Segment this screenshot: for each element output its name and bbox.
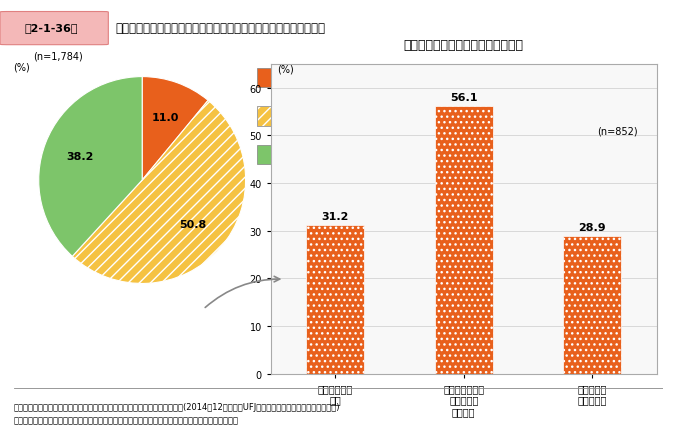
- Bar: [257, 146, 272, 165]
- Text: 人材に関する問題を抱えている企業の外部人材の獲得に対する意向: 人材に関する問題を抱えている企業の外部人材の獲得に対する意向: [115, 22, 325, 34]
- Text: (n=1,784): (n=1,784): [34, 52, 83, 61]
- Bar: [435, 107, 493, 374]
- Text: 28.9: 28.9: [579, 223, 606, 233]
- Text: 38.2: 38.2: [66, 151, 93, 161]
- Text: 31.2: 31.2: [322, 212, 349, 222]
- Text: 50.8: 50.8: [179, 220, 206, 230]
- Text: 11.0: 11.0: [151, 113, 179, 123]
- Text: (%): (%): [278, 64, 294, 74]
- Bar: [563, 237, 621, 374]
- Text: 資料：中小企業庁委託「「市場開拓」と「新たな取り組み」に関する調査」(2014年12月、三菱UFJリサーチ＆コンサルティング（株）): 資料：中小企業庁委託「「市場開拓」と「新たな取り組み」に関する調査」(2014年…: [14, 402, 340, 411]
- Text: （注）　販路開拓における課題のうち、人材に関する課題を抱えている企業について集計している。: （注） 販路開拓における課題のうち、人材に関する課題を抱えている企業について集計…: [14, 415, 238, 424]
- Text: 獲得の意向はない: 獲得の意向はない: [280, 151, 323, 160]
- Text: 56.1: 56.1: [450, 93, 477, 103]
- Text: 獲得したいが、実現していない: 獲得したいが、実現していない: [280, 112, 355, 121]
- Wedge shape: [72, 101, 246, 284]
- Text: 既に獲得している: 既に獲得している: [280, 74, 323, 83]
- Text: 第2-1-36図: 第2-1-36図: [24, 23, 78, 33]
- Wedge shape: [142, 77, 208, 181]
- Text: 外部からの人材が獲得できない理由: 外部からの人材が獲得できない理由: [403, 39, 524, 52]
- Text: (n=852): (n=852): [596, 126, 637, 136]
- Text: (%): (%): [13, 62, 30, 72]
- Bar: [257, 107, 272, 126]
- Bar: [257, 69, 272, 88]
- Wedge shape: [39, 77, 142, 257]
- FancyBboxPatch shape: [0, 12, 108, 46]
- Bar: [306, 225, 364, 374]
- Bar: [257, 107, 272, 126]
